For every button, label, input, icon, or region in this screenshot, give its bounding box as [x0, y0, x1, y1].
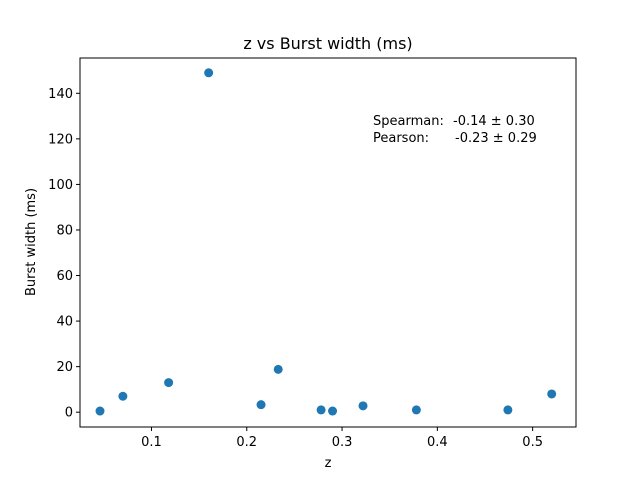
data-point: [358, 401, 368, 411]
data-points: [95, 68, 557, 416]
data-point: [256, 400, 266, 410]
chart-title: z vs Burst width (ms): [243, 34, 412, 53]
y-tick-label: 60: [56, 269, 73, 284]
pearson-value: -0.23 ± 0.29: [455, 131, 537, 146]
x-tick-label: 0.3: [332, 435, 353, 450]
spearman-label: Spearman:: [373, 114, 444, 129]
y-axis-ticks: 0 20 40 60 80 100 120 140: [48, 87, 80, 421]
y-tick-label: 80: [56, 223, 73, 238]
data-point: [164, 378, 174, 388]
spearman-value: -0.14 ± 0.30: [453, 114, 535, 129]
pearson-label: Pearson:: [373, 131, 429, 146]
x-tick-label: 0.4: [427, 435, 448, 450]
y-tick-label: 140: [48, 87, 73, 102]
data-point: [118, 391, 128, 401]
data-point: [411, 405, 421, 415]
data-point: [204, 68, 214, 78]
data-point: [316, 405, 326, 415]
y-tick-label: 120: [48, 132, 73, 147]
x-axis-label: z: [325, 456, 332, 471]
plot-area-frame: [79, 57, 577, 428]
y-axis-label: Burst width (ms): [24, 188, 39, 296]
data-point: [328, 406, 338, 416]
x-tick-label: 0.2: [236, 435, 257, 450]
data-point: [547, 389, 557, 399]
data-point: [95, 406, 105, 416]
data-point: [273, 364, 283, 374]
y-tick-label: 40: [56, 315, 73, 330]
x-tick-label: 0.5: [522, 435, 543, 450]
y-tick-label: 100: [48, 178, 73, 193]
y-tick-label: 20: [56, 360, 73, 375]
x-axis-ticks: 0.1 0.2 0.3 0.4 0.5: [141, 427, 543, 450]
data-point: [503, 405, 513, 415]
y-tick-label: 0: [65, 406, 73, 421]
x-tick-label: 0.1: [141, 435, 162, 450]
